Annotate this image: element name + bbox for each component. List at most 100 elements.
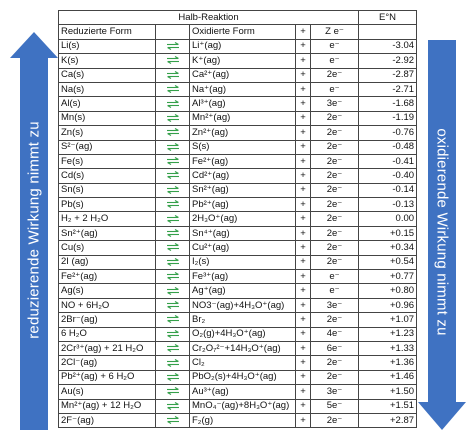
equilibrium-cell [155,384,190,400]
plus-sign: + [295,67,311,83]
reduced-form: NO + 6H₂O [58,297,156,314]
standard-potential: +1.50 [358,384,418,400]
electron-count: 2e⁻ [309,254,360,271]
reduced-form: Li(s) [58,38,156,55]
oxidized-form: Au³⁺(ag) [189,384,296,400]
equilibrium-arrow-icon [166,315,179,324]
standard-potential: +2.87 [358,412,418,429]
electron-count: 5e⁻ [309,398,360,414]
table-row: Cd(s) Cd²⁺(ag) +2e⁻ -0.40 [58,168,418,184]
oxidized-form: Fe³⁺(ag) [189,269,296,285]
electron-count: 2e⁻ [309,211,360,227]
plus-sign: + [295,240,311,256]
equilibrium-arrow-icon [166,70,179,79]
plus-header: + [295,24,311,40]
oxidized-form: Na⁺(ag) [189,81,296,98]
reduced-form: Mn(s) [58,110,156,127]
electron-count: e⁻ [309,53,360,69]
equilibrium-arrow-icon [166,200,179,209]
plus-sign: + [295,81,311,98]
oxidized-form: PbO₂(s)+4H₃O⁺(ag) [189,369,296,386]
oxidized-form: Br₂ [189,312,296,328]
equilibrium-arrow-icon [166,128,179,137]
table-row: Au(s) Au³⁺(ag) +3e⁻ +1.50 [58,384,418,400]
oxidized-form: Sn⁴⁺(ag) [189,225,296,242]
table-row: NO + 6H₂O NO3⁻(ag)+4H₃O⁺(ag) +3e⁻ +0.96 [58,297,418,314]
equilibrium-cell [155,96,190,112]
table-row: Zn(s) Zn²⁺(ag) +2e⁻ -0.76 [58,125,418,141]
plus-sign: + [295,197,311,213]
electron-count: 2e⁻ [309,412,360,429]
electron-count: e⁻ [309,38,360,55]
standard-potential: +1.07 [358,312,418,328]
standard-potential: +0.34 [358,240,418,256]
equilibrium-arrow-icon [166,257,179,266]
oxidized-form: Cu²⁺(ag) [189,240,296,256]
plus-sign: + [295,153,311,170]
equilibrium-arrow-icon [166,85,179,94]
equilibrium-arrow-icon [166,358,179,367]
electron-count: e⁻ [309,283,360,299]
plus-sign: + [295,254,311,271]
table-row: 6 H₂O O₂(g)+4H₃O⁺(ag) +4e⁻ +1.23 [58,326,418,342]
equilibrium-arrow-icon [166,214,179,223]
equilibrium-cell [155,38,190,55]
reduced-form: Al(s) [58,96,156,112]
reduced-form: Sn²⁺(ag) [58,225,156,242]
table-row: Mn(s) Mn²⁺(ag) +2e⁻ -1.19 [58,110,418,127]
electron-count: e⁻ [309,81,360,98]
header-blank [155,24,190,40]
plus-sign: + [295,297,311,314]
table-row: Mn²⁺(ag) + 12 H₂O MnO₄⁻(ag)+8H₃O⁺(ag) +5e⁻… [58,398,418,414]
reduced-form: 2Cl⁻(ag) [58,355,156,371]
electron-count: 2e⁻ [309,197,360,213]
equilibrium-cell [155,283,190,299]
reduced-form: Fe²⁺(ag) [58,269,156,285]
standard-potential: +0.77 [358,269,418,285]
reduced-form: Na(s) [58,81,156,98]
standard-potential: -1.68 [358,96,418,112]
equilibrium-cell [155,269,190,285]
electron-count: 3e⁻ [309,384,360,400]
table-row: Fe²⁺(ag) Fe³⁺(ag) + e⁻ +0.77 [58,269,418,285]
electron-count: 2e⁻ [309,139,360,155]
plus-sign: + [295,53,311,69]
oxidized-form: Cr₂O₇²⁻+14H₃O⁺(ag) [189,340,296,357]
plus-sign: + [295,182,311,199]
reduced-form: Mn²⁺(ag) + 12 H₂O [58,398,156,414]
electron-count: 2e⁻ [309,225,360,242]
standard-potential: -0.41 [358,153,418,170]
equilibrium-arrow-icon [166,243,179,252]
reduced-form: 2I (ag) [58,254,156,271]
oxidizing-arrow-label: oxidierende Wirkung nimmt zu [433,128,451,336]
reducing-arrow-label: reduzierende Wirkung nimmt zu [25,121,43,339]
electron-count: 3e⁻ [309,297,360,314]
header-row: Reduzierte Form Oxidierte Form + Z e⁻ [58,24,418,40]
plus-sign: + [295,412,311,429]
oxidized-form: O₂(g)+4H₃O⁺(ag) [189,326,296,342]
reduced-form: H₂ + 2 H₂O [58,211,156,227]
equilibrium-cell [155,326,190,342]
oxidized-form: 2H₃O⁺(ag) [189,211,296,227]
reduced-form: Au(s) [58,384,156,400]
table-row: Sn(s) Sn²⁺(ag) +2e⁻ -0.14 [58,182,418,199]
plus-sign: + [295,96,311,112]
oxidized-form: Li⁺(ag) [189,38,296,55]
reduced-form: Sn(s) [58,182,156,199]
oxidized-form: Al³⁺(ag) [189,96,296,112]
equilibrium-cell [155,369,190,386]
plus-sign: + [295,225,311,242]
oxidized-form: Fe²⁺(ag) [189,153,296,170]
equilibrium-cell [155,412,190,429]
equilibrium-cell [155,168,190,184]
equilibrium-cell [155,110,190,127]
equilibrium-cell [155,211,190,227]
reducing-arrow [10,32,58,430]
standard-potential: +1.23 [358,326,418,342]
oxidized-form: Pb²⁺(ag) [189,197,296,213]
table-row: Al(s) Al³⁺(ag) +3e⁻ -1.68 [58,96,418,112]
table-row: Pb²⁺(ag) + 6 H₂O PbO₂(s)+4H₃O⁺(ag) +2e⁻ +1.… [58,369,418,386]
plus-sign: + [295,125,311,141]
e0-header: E°N [358,9,418,26]
equilibrium-arrow-icon [166,229,179,238]
